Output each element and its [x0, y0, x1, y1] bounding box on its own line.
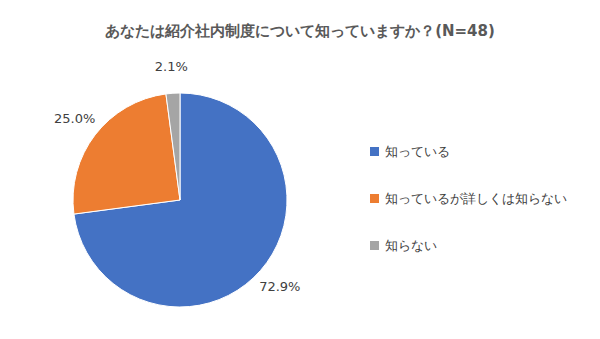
legend-swatch	[370, 147, 379, 156]
legend-item: 知っている	[370, 144, 450, 159]
pie	[73, 93, 287, 307]
legend-item: 知らない	[370, 238, 437, 253]
legend-label: 知らない	[385, 238, 437, 253]
data-labels: 72.9% 25.0% 2.1%	[54, 59, 300, 294]
data-label: 25.0%	[54, 111, 95, 126]
legend-label: 知っているが詳しくは知らない	[385, 191, 567, 206]
legend-swatch	[370, 241, 379, 250]
slice	[166, 93, 180, 200]
legend: 知っている知っているが詳しくは知らない知らない	[370, 144, 567, 253]
background	[0, 0, 600, 339]
slice	[74, 93, 287, 307]
data-label: 2.1%	[155, 59, 188, 74]
chart: あなたは紹介社内制度について知っていますか？(N=48) 72.9% 25.0% 2.…	[0, 0, 600, 339]
title: あなたは紹介社内制度について知っていますか？(N=48)	[105, 22, 495, 40]
data-label: 72.9%	[259, 279, 300, 294]
legend-item: 知っているが詳しくは知らない	[370, 191, 567, 206]
legend-label: 知っている	[385, 144, 450, 159]
legend-swatch	[370, 194, 379, 203]
